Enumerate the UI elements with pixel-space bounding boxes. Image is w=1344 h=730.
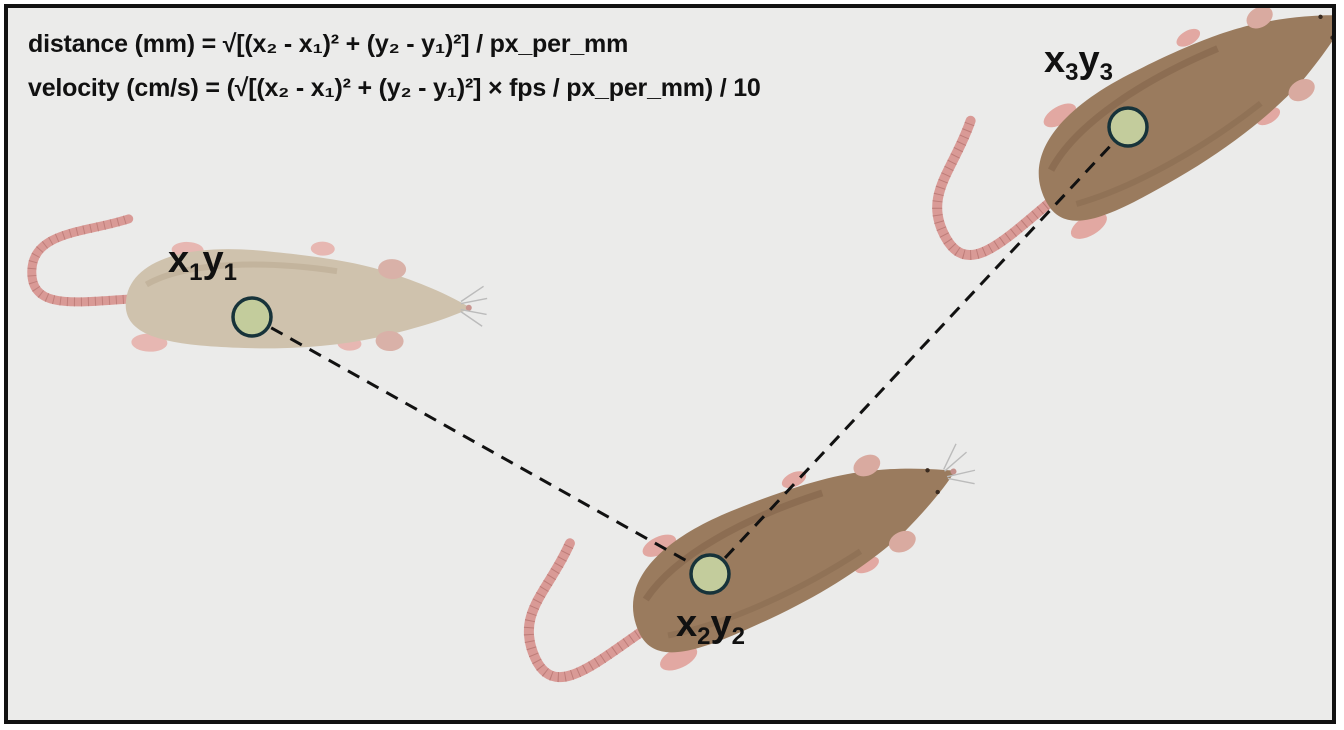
rat-dark-icon	[901, 8, 1336, 299]
path-segment-1-2	[251, 315, 711, 576]
position-marker-icon	[231, 296, 273, 338]
path-segment-2-3	[708, 125, 1130, 576]
position-marker-icon	[689, 553, 731, 595]
point-label-2: x2y2	[676, 603, 745, 650]
position-marker-icon	[1107, 106, 1149, 148]
rat-dark-icon	[497, 375, 998, 720]
rat-light-icon	[29, 216, 489, 364]
point-label-3: x3y3	[1044, 39, 1113, 86]
velocity-formula: velocity (cm/s) = (√[(x₂ - x₁)² + (y₂ - …	[28, 74, 761, 102]
point-label-1: x1y1	[168, 239, 237, 286]
diagram-panel: x1y1 x2y2 x3y3 distance (mm) = √[(x₂ - x…	[4, 4, 1336, 724]
distance-formula: distance (mm) = √[(x₂ - x₁)² + (y₂ - y₁)…	[28, 30, 629, 58]
trajectory-scene: x1y1 x2y2 x3y3	[8, 8, 1336, 720]
